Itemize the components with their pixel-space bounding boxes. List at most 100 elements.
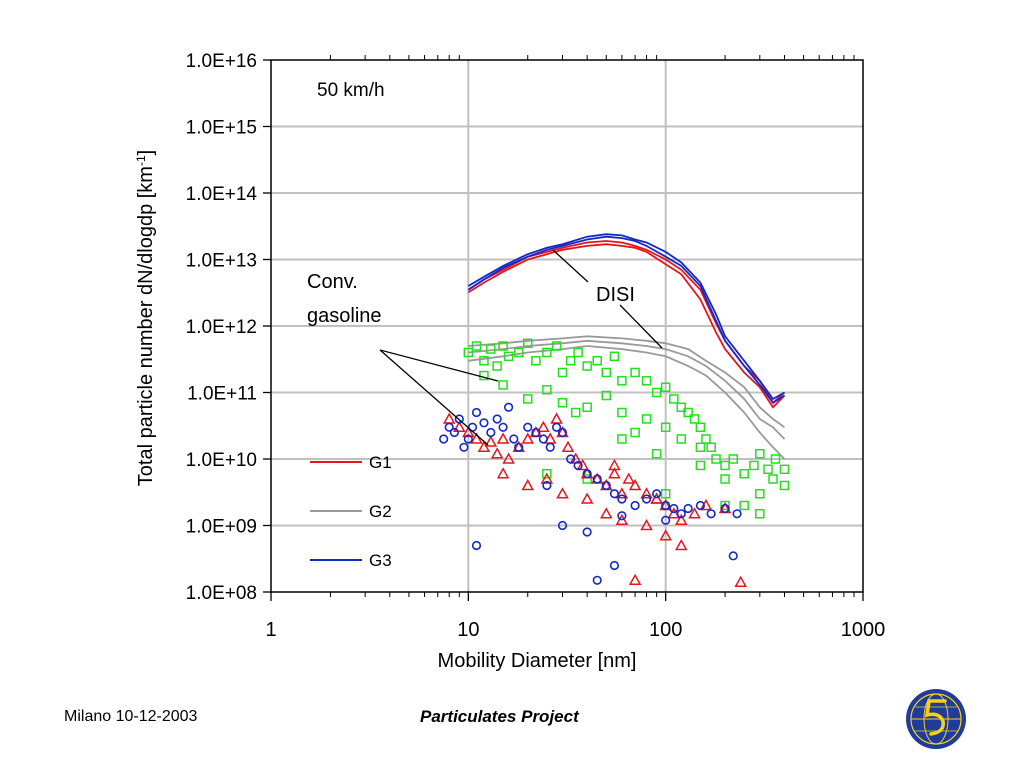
- triangle-marker: [622, 472, 636, 484]
- square-marker: [755, 448, 765, 459]
- triangle-marker: [521, 478, 535, 491]
- circle-marker: [720, 503, 730, 514]
- chart: 1.0E+08 1.0E+09 1.0E+10 1.0E+11 1.0E+12 1.0E+…: [134, 51, 886, 672]
- series-line-G2: [468, 339, 786, 440]
- triangle-marker: [640, 487, 653, 499]
- square-marker: [651, 387, 662, 398]
- circle-marker: [617, 511, 627, 521]
- legend-label-G2: G2: [369, 502, 392, 521]
- triangle-marker: [477, 440, 491, 453]
- square-marker: [695, 442, 706, 453]
- square-marker: [513, 347, 524, 358]
- circle-marker: [592, 474, 602, 484]
- circle-marker: [509, 434, 519, 444]
- square-marker: [695, 422, 706, 433]
- triangle-marker: [608, 458, 621, 471]
- triangle-marker: [628, 573, 642, 586]
- y-tick-label: 1.0E+11: [187, 384, 257, 405]
- square-marker: [542, 469, 552, 479]
- square-marker: [630, 427, 640, 438]
- square-marker: [720, 460, 730, 471]
- triangle-marker: [521, 432, 535, 444]
- square-marker: [503, 351, 514, 362]
- circle-marker: [566, 454, 576, 464]
- triangle-marker: [490, 447, 504, 459]
- circle-marker: [557, 520, 568, 531]
- square-marker: [711, 454, 721, 464]
- triangle-marker: [650, 492, 663, 504]
- conv-annotation-line1: Conv.: [307, 271, 358, 293]
- circle-marker: [459, 442, 469, 452]
- series-line-G2: [468, 335, 786, 429]
- triangle-marker: [628, 478, 642, 491]
- triangle-marker: [496, 467, 510, 479]
- circle-marker: [695, 500, 706, 511]
- square-marker: [695, 460, 706, 471]
- triangle-marker: [659, 529, 672, 541]
- square-marker: [570, 407, 581, 418]
- square-marker: [660, 489, 671, 499]
- square-marker: [660, 382, 671, 392]
- circle-marker: [641, 494, 652, 504]
- triangle-marker: [540, 472, 554, 484]
- square-marker: [479, 356, 489, 366]
- square-marker: [565, 356, 576, 366]
- square-marker: [660, 422, 671, 433]
- square-marker: [463, 347, 474, 358]
- disi-annotation: DISI: [596, 284, 635, 306]
- y-tick-label: 1.0E+14: [186, 184, 258, 205]
- conv-pointer-upper: [379, 349, 499, 382]
- triangle-marker: [453, 420, 466, 433]
- circle-marker: [601, 480, 611, 491]
- series-line-G1: [467, 243, 786, 409]
- square-marker: [720, 500, 730, 511]
- square-marker: [582, 361, 592, 371]
- circle-marker: [545, 442, 555, 452]
- triangle-marker: [615, 487, 629, 499]
- triangle-marker: [608, 467, 621, 479]
- series-line-G3: [467, 235, 785, 405]
- square-marker: [770, 454, 781, 464]
- circle-marker: [706, 509, 716, 519]
- y-axis-label-end: ]: [135, 150, 157, 156]
- footer-date: Milano 10-12-2003: [64, 708, 198, 725]
- square-marker: [779, 464, 790, 475]
- circle-marker: [439, 434, 449, 444]
- conv-annotation-line2: gasoline: [307, 305, 382, 327]
- circle-marker: [479, 418, 489, 428]
- footer-project-title: Particulates Project: [420, 707, 579, 726]
- square-marker: [471, 341, 482, 351]
- square-marker: [739, 500, 749, 511]
- square-marker: [617, 407, 627, 418]
- circle-marker: [582, 527, 592, 537]
- y-axis-label-main: Total particle number dN/dlogdp [km: [135, 166, 157, 486]
- y-tick-label: 1.0E+09: [186, 517, 257, 538]
- legend-label-G1: G1: [369, 453, 392, 472]
- circle-marker: [573, 460, 583, 471]
- square-marker: [573, 347, 583, 358]
- square-marker: [651, 448, 662, 459]
- triangle-marker: [640, 518, 653, 531]
- x-axis-label: Mobility Diameter [nm]: [438, 650, 637, 672]
- disi-pointer-lower: [619, 304, 663, 349]
- circle-marker: [498, 422, 508, 432]
- square-marker: [522, 394, 533, 404]
- square-marker: [592, 356, 602, 366]
- triangle-marker: [675, 538, 688, 551]
- ticks: 1.0E+08 1.0E+09 1.0E+10 1.0E+11 1.0E+12 1.0E+…: [186, 51, 886, 641]
- triangle-marker: [576, 458, 590, 471]
- series-line-G3: [467, 233, 785, 401]
- circle-marker: [542, 480, 552, 491]
- circle-marker: [609, 489, 620, 499]
- circle-marker: [609, 560, 620, 571]
- square-marker: [676, 434, 687, 444]
- circle-marker: [492, 414, 502, 424]
- square-marker: [617, 434, 627, 444]
- circle-marker: [617, 494, 627, 504]
- square-marker: [542, 347, 552, 358]
- square-marker: [641, 414, 652, 424]
- circle-marker: [582, 469, 592, 479]
- circle-marker: [504, 402, 514, 412]
- triangle-marker: [667, 507, 681, 519]
